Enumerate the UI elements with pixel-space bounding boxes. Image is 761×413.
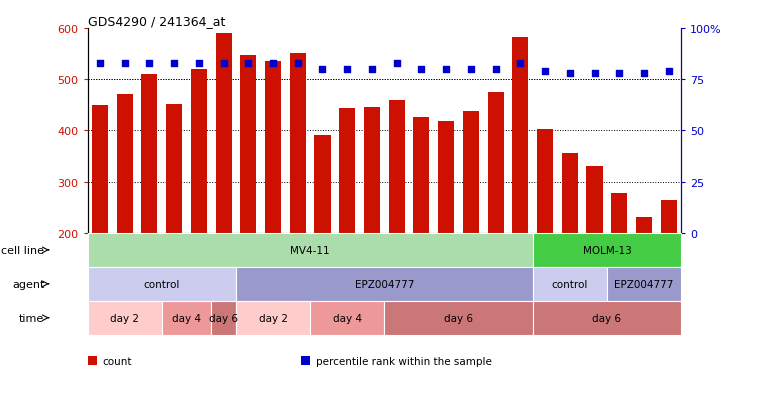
Point <box>119 60 131 67</box>
Point <box>143 60 155 67</box>
Point <box>317 66 329 73</box>
Point <box>291 60 304 67</box>
Point <box>539 69 551 75</box>
Bar <box>512 38 528 233</box>
Point <box>564 71 576 77</box>
Text: MV4-11: MV4-11 <box>290 245 330 255</box>
Point <box>168 60 180 67</box>
Bar <box>215 34 231 233</box>
Bar <box>389 100 405 233</box>
Point <box>489 66 501 73</box>
Bar <box>438 122 454 233</box>
Point <box>465 66 477 73</box>
Bar <box>364 108 380 233</box>
Bar <box>265 62 281 233</box>
Bar <box>562 154 578 233</box>
Bar <box>636 217 652 233</box>
Point <box>588 71 600 77</box>
Bar <box>92 106 108 233</box>
Bar <box>240 55 256 233</box>
Text: MOLM-13: MOLM-13 <box>582 245 632 255</box>
Text: EPZ004777: EPZ004777 <box>614 279 673 289</box>
Text: day 2: day 2 <box>259 313 288 323</box>
Point <box>193 60 205 67</box>
Bar <box>290 53 306 233</box>
Text: EPZ004777: EPZ004777 <box>355 279 414 289</box>
Point <box>416 66 428 73</box>
Text: control: control <box>144 279 180 289</box>
Bar <box>116 94 132 233</box>
Point <box>638 71 650 77</box>
Text: percentile rank within the sample: percentile rank within the sample <box>316 356 492 366</box>
Text: agent: agent <box>12 279 44 289</box>
Bar <box>611 193 627 233</box>
Text: cell line: cell line <box>2 245 44 255</box>
Point <box>440 66 452 73</box>
Bar <box>537 130 553 233</box>
Point <box>267 60 279 67</box>
Text: count: count <box>103 356 132 366</box>
Point <box>242 60 254 67</box>
Point <box>514 60 527 67</box>
Text: control: control <box>552 279 588 289</box>
Point <box>390 60 403 67</box>
Text: day 4: day 4 <box>172 313 201 323</box>
Bar <box>142 75 158 233</box>
Point <box>218 60 230 67</box>
Text: time: time <box>19 313 44 323</box>
Point <box>94 60 106 67</box>
Text: day 6: day 6 <box>592 313 622 323</box>
Point <box>663 69 675 75</box>
Text: day 4: day 4 <box>333 313 361 323</box>
Bar <box>463 112 479 233</box>
Bar <box>191 70 207 233</box>
Bar <box>339 109 355 233</box>
Bar <box>661 200 677 233</box>
Point <box>613 71 626 77</box>
Bar <box>314 135 330 233</box>
Text: day 2: day 2 <box>110 313 139 323</box>
Bar <box>166 104 182 233</box>
Point <box>341 66 353 73</box>
Bar <box>587 167 603 233</box>
Text: day 6: day 6 <box>209 313 238 323</box>
Text: day 6: day 6 <box>444 313 473 323</box>
Point <box>366 66 378 73</box>
Bar <box>413 117 429 233</box>
Bar <box>488 93 504 233</box>
Text: GDS4290 / 241364_at: GDS4290 / 241364_at <box>88 15 225 28</box>
